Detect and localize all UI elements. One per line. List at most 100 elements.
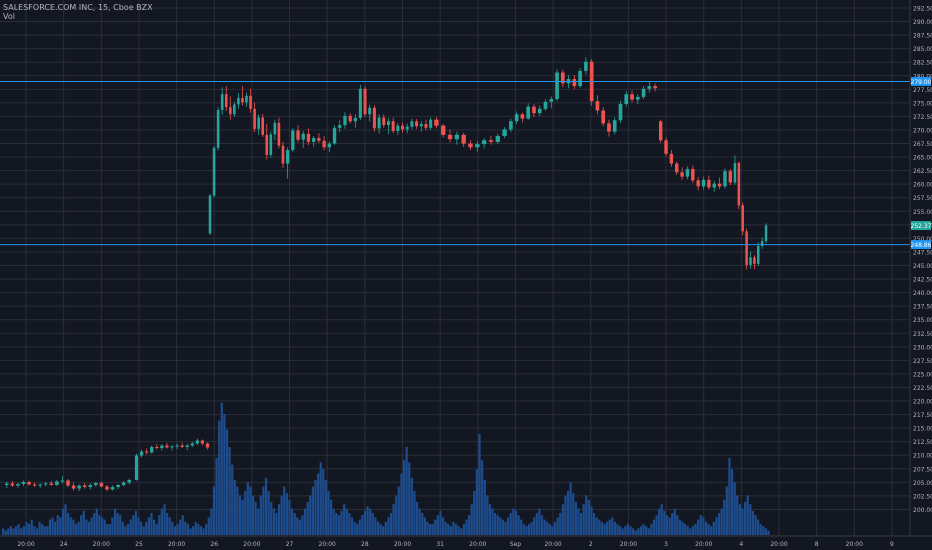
level-price-tag-label: 248.86 bbox=[911, 242, 932, 249]
volume-bar bbox=[186, 524, 190, 535]
volume-bar bbox=[22, 526, 26, 535]
volume-bar bbox=[137, 517, 140, 535]
price-axis[interactable]: 292.50 290.00 287.50 285.00 282.50 280.00 277.… bbox=[909, 0, 932, 536]
price-tick-label: 280.00 bbox=[913, 73, 932, 80]
volume-bar bbox=[449, 526, 452, 535]
time-tick-label: 28 bbox=[361, 541, 369, 548]
price-tick-label: 225.00 bbox=[913, 371, 932, 378]
volume-bar bbox=[652, 519, 656, 535]
candle-body bbox=[281, 145, 285, 164]
volume-bar bbox=[41, 524, 44, 535]
volume-bar bbox=[150, 513, 153, 535]
volume-bar bbox=[736, 495, 739, 535]
candle-body bbox=[424, 124, 428, 128]
candle-body bbox=[322, 140, 326, 148]
volume-bar bbox=[678, 519, 682, 535]
level-price-tag bbox=[911, 240, 931, 250]
volume-bar bbox=[650, 524, 653, 535]
volume-bar bbox=[15, 526, 18, 535]
volume-bar bbox=[478, 433, 481, 535]
candle-body bbox=[155, 447, 159, 448]
volume-bar bbox=[113, 508, 117, 535]
volume-bar bbox=[189, 528, 192, 535]
candle-body bbox=[434, 119, 439, 126]
candle-body bbox=[749, 257, 752, 265]
volume-bar bbox=[473, 491, 476, 535]
candle-body bbox=[317, 138, 321, 141]
candle-body bbox=[241, 97, 244, 103]
volume-bar bbox=[46, 526, 49, 535]
volume-bar bbox=[556, 517, 559, 535]
price-tick-label: 290.00 bbox=[913, 19, 932, 26]
candle-body bbox=[110, 487, 115, 490]
volume-bar bbox=[590, 506, 593, 535]
volume-bar bbox=[25, 521, 28, 535]
volume-bar bbox=[74, 524, 78, 535]
candle-body bbox=[200, 440, 205, 444]
candle-body bbox=[245, 95, 248, 103]
candle-body bbox=[461, 134, 466, 144]
volume-bar bbox=[426, 521, 429, 535]
price-tick-label: 245.00 bbox=[913, 263, 932, 270]
candle-body bbox=[664, 140, 668, 154]
candle-body bbox=[233, 104, 236, 115]
volume-indicator-label[interactable]: Vol bbox=[3, 12, 15, 21]
volume-bar bbox=[553, 521, 557, 535]
volume-bar bbox=[738, 504, 741, 535]
time-tick-label: 24 bbox=[60, 541, 68, 548]
time-axis[interactable]: 20:00 24 20:00 25 20:00 26 20:00 27 20:00 28 20:00… bbox=[0, 535, 932, 548]
candle-body bbox=[343, 115, 347, 126]
time-tick-label: 20:00 bbox=[469, 541, 486, 548]
candle-body bbox=[253, 108, 256, 129]
volume-bar bbox=[520, 519, 523, 535]
horizontal-levels[interactable] bbox=[0, 80, 910, 246]
volume-bar bbox=[626, 524, 630, 535]
volume-bar bbox=[587, 499, 590, 535]
volume-bar bbox=[481, 460, 484, 535]
volume-bar bbox=[603, 524, 606, 535]
volume-bar bbox=[77, 521, 80, 535]
price-tick-label: 285.00 bbox=[913, 46, 932, 53]
volume-bar bbox=[462, 524, 466, 535]
candle-body bbox=[327, 143, 331, 148]
candle-body bbox=[737, 163, 741, 206]
volume-bar bbox=[306, 502, 309, 535]
candle-body bbox=[405, 126, 409, 130]
volume-bar bbox=[460, 528, 463, 535]
volume-bar bbox=[645, 526, 648, 535]
time-tick-label: 20:00 bbox=[243, 541, 260, 548]
volume-bar bbox=[384, 521, 387, 535]
volume-bar bbox=[405, 447, 408, 535]
candle-body bbox=[386, 121, 390, 126]
volume-bar bbox=[447, 524, 450, 535]
volume-bar bbox=[64, 504, 67, 535]
candle-body bbox=[348, 115, 352, 122]
candle-body bbox=[509, 121, 513, 130]
volume-bar bbox=[80, 515, 83, 535]
last-price-tag-label: 252.37 bbox=[911, 223, 932, 230]
volume-bar bbox=[730, 469, 734, 535]
volume-bar bbox=[293, 513, 296, 535]
volume-bar bbox=[322, 469, 325, 535]
volume-bar bbox=[608, 519, 611, 535]
time-tick-label: 20:00 bbox=[168, 541, 185, 548]
candle-body bbox=[696, 180, 700, 187]
volume-bar bbox=[72, 519, 75, 535]
volume-bar bbox=[676, 515, 679, 535]
volume-bar bbox=[408, 462, 411, 535]
volume-bar bbox=[296, 517, 299, 535]
volume-bar bbox=[733, 482, 736, 535]
symbol-title[interactable]: SALESFORCE.COM INC, 15, Cboe BZX bbox=[3, 3, 153, 12]
volume-bar bbox=[413, 491, 416, 535]
volume-bar bbox=[546, 521, 549, 535]
volume-bar bbox=[764, 528, 767, 535]
volume-bar bbox=[202, 528, 205, 535]
candle-body bbox=[685, 169, 690, 177]
candle-body bbox=[16, 484, 20, 486]
volume-bar bbox=[655, 515, 658, 535]
volume-bar bbox=[569, 482, 572, 535]
volume-bar bbox=[106, 524, 109, 535]
volume-bar bbox=[704, 521, 708, 535]
candle-body bbox=[447, 134, 453, 140]
